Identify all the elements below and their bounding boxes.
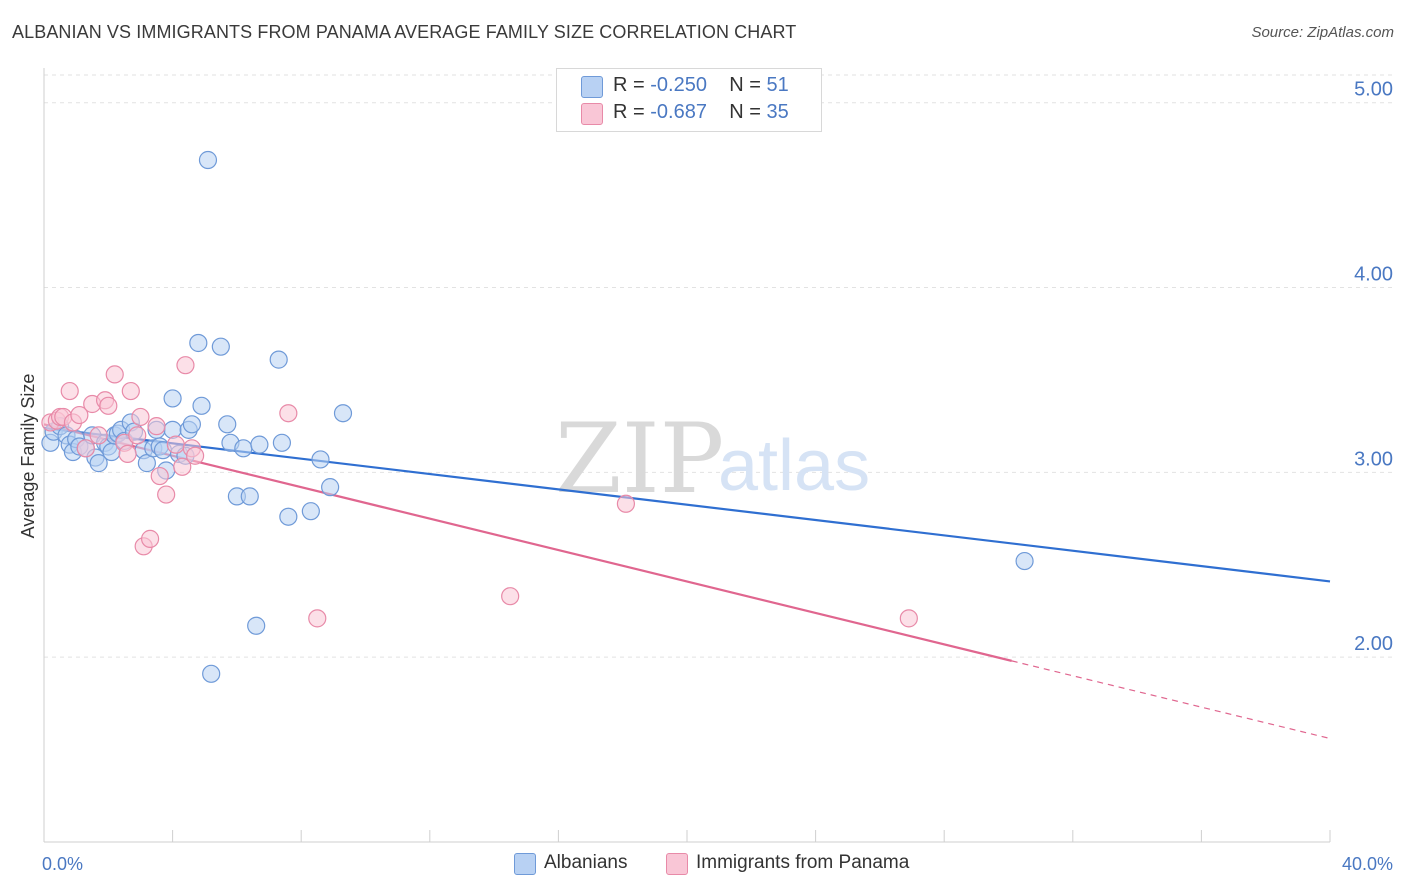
axes: [43, 68, 1331, 843]
x-tick-label: 0.0%: [42, 854, 83, 874]
point-panama: [157, 485, 176, 504]
legend-swatch-blue: [581, 76, 603, 98]
point-albanians: [218, 415, 237, 434]
point-albanians: [311, 450, 330, 469]
point-albanians: [269, 350, 288, 369]
legend-text: R = -0.687 N = 35: [613, 101, 789, 124]
point-panama: [279, 404, 298, 423]
r-label: R =: [613, 101, 645, 123]
y-tick-label: 3.00: [1354, 448, 1393, 470]
r-value-albanians: -0.250: [650, 74, 707, 96]
point-albanians: [333, 404, 353, 423]
point-panama: [616, 494, 636, 513]
point-albanians: [211, 337, 230, 356]
data-points: [41, 150, 1034, 683]
y-tick-label: 2.00: [1354, 633, 1393, 655]
point-albanians: [234, 439, 253, 458]
point-panama: [89, 426, 108, 445]
y-tick-labels: 2.00 3.00 4.00 5.00: [1354, 79, 1393, 655]
point-panama: [176, 356, 195, 375]
legend-text: R = -0.250 N = 51: [613, 74, 789, 97]
grid-lines: [44, 74, 1392, 658]
point-albanians: [163, 420, 182, 439]
point-albanians: [202, 664, 221, 683]
legend-label-albanians: Albanians: [544, 852, 628, 873]
point-panama: [128, 426, 147, 445]
x-tick-label: 40.0%: [1342, 854, 1393, 874]
point-panama: [501, 587, 520, 606]
point-panama: [118, 444, 137, 463]
point-albanians: [240, 487, 259, 506]
watermark: ZIP atlas: [555, 403, 870, 515]
n-value-albanians: 51: [766, 74, 789, 96]
x-tick-labels: 0.0% 40.0%: [42, 854, 1393, 874]
point-panama: [186, 446, 205, 465]
watermark-atlas: atlas: [718, 426, 870, 506]
legend-swatch-pink: [666, 853, 688, 875]
point-panama: [105, 365, 124, 384]
point-panama: [150, 466, 169, 486]
point-panama: [308, 609, 327, 628]
y-tick-label: 5.00: [1354, 79, 1393, 101]
r-value-panama: -0.687: [650, 101, 707, 123]
point-albanians: [89, 454, 108, 473]
trend-extension-panama: [1011, 660, 1331, 740]
r-label: R =: [613, 74, 645, 96]
point-albanians: [250, 435, 269, 454]
correlation-legend: R = -0.250 N = 51 R = -0.687 N = 35: [556, 68, 822, 132]
watermark-zip: ZIP: [555, 403, 724, 515]
point-albanians: [163, 389, 182, 408]
n-label: N =: [729, 74, 761, 96]
point-albanians: [198, 150, 218, 170]
point-albanians: [301, 502, 320, 521]
source-label: Source: ZipAtlas.com: [1251, 24, 1394, 41]
point-panama: [147, 417, 166, 436]
y-tick-label: 4.00: [1354, 264, 1393, 286]
n-value-panama: 35: [766, 101, 789, 123]
trend-line-panama: [43, 423, 1012, 662]
point-albanians: [279, 507, 298, 526]
point-panama: [140, 529, 160, 548]
point-panama: [76, 439, 95, 458]
point-panama: [60, 381, 79, 401]
point-panama: [121, 381, 140, 401]
legend-swatch-pink: [581, 103, 603, 125]
legend-swatch-blue: [514, 853, 536, 875]
point-panama: [99, 396, 118, 415]
point-albanians: [247, 616, 266, 635]
point-panama: [899, 609, 918, 628]
point-panama: [166, 435, 185, 454]
point-albanians: [182, 415, 201, 434]
point-panama: [173, 457, 192, 476]
n-label: N =: [729, 101, 761, 123]
legend-label-panama: Immigrants from Panama: [696, 852, 910, 873]
point-albanians: [1015, 551, 1034, 571]
y-axis-label: Average Family Size: [18, 374, 38, 539]
point-albanians: [189, 333, 208, 353]
point-albanians: [321, 478, 340, 497]
point-albanians: [272, 433, 292, 452]
chart-title: ALBANIAN VS IMMIGRANTS FROM PANAMA AVERA…: [12, 22, 797, 42]
point-albanians: [192, 396, 211, 415]
point-panama: [70, 405, 89, 425]
point-panama: [131, 407, 150, 427]
